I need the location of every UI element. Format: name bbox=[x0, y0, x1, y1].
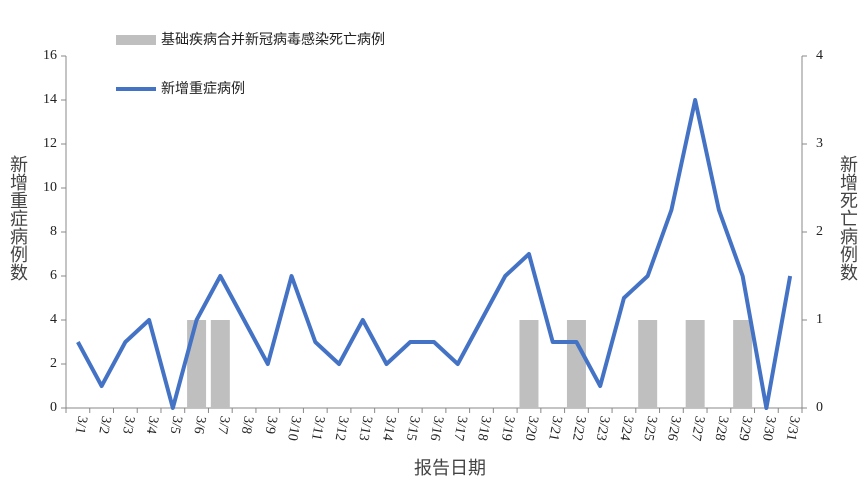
y-tick-label: 4 bbox=[50, 312, 57, 327]
x-tick-label: 3/24 bbox=[617, 415, 636, 442]
x-tick-label: 3/2 bbox=[95, 415, 113, 435]
bar bbox=[187, 320, 207, 408]
y-tick-label: 16 bbox=[43, 48, 57, 63]
x-tick-label: 3/13 bbox=[355, 415, 374, 442]
y-tick-label: 10 bbox=[43, 180, 57, 195]
x-tick-label: 3/23 bbox=[593, 415, 612, 442]
y2-axis-title: 新增死亡病例数 bbox=[838, 155, 858, 281]
x-tick-label: 3/11 bbox=[308, 415, 327, 442]
x-tick-label: 3/3 bbox=[119, 415, 137, 435]
legend-swatch bbox=[116, 35, 156, 45]
y-tick-label: 14 bbox=[43, 92, 57, 107]
x-tick-label: 3/5 bbox=[167, 415, 185, 435]
bar bbox=[566, 320, 586, 408]
y-tick-label: 12 bbox=[43, 136, 57, 151]
x-tick-label: 3/26 bbox=[664, 415, 683, 442]
bar bbox=[519, 320, 539, 408]
y-tick-label: 2 bbox=[50, 356, 57, 371]
x-axis-title: 报告日期 bbox=[414, 458, 486, 478]
x-tick-label: 3/19 bbox=[498, 415, 517, 442]
x-tick-label: 3/31 bbox=[783, 415, 802, 442]
x-tick-label: 3/1 bbox=[72, 415, 90, 435]
x-tick-label: 3/12 bbox=[332, 415, 351, 442]
bar bbox=[210, 320, 230, 408]
x-tick-label: 3/21 bbox=[545, 415, 564, 442]
legend-label: 新增重症病例 bbox=[161, 81, 245, 97]
x-tick-label: 3/15 bbox=[403, 415, 422, 442]
y-tick-label: 6 bbox=[50, 268, 57, 283]
line bbox=[76, 98, 793, 410]
y-tick-label: 8 bbox=[50, 224, 57, 239]
y2-tick-label: 0 bbox=[816, 400, 823, 415]
y2-tick-label: 4 bbox=[816, 48, 823, 63]
y2-tick-label: 1 bbox=[816, 312, 823, 327]
x-tick-label: 3/25 bbox=[640, 415, 659, 442]
bar bbox=[733, 320, 753, 408]
y2-tick-label: 2 bbox=[816, 224, 823, 239]
y-axis-title: 新增重症病例数 bbox=[8, 155, 28, 281]
x-tick-label: 3/4 bbox=[143, 415, 161, 435]
x-tick-label: 3/30 bbox=[759, 415, 778, 442]
x-tick-label: 3/6 bbox=[190, 415, 208, 435]
bar bbox=[638, 320, 658, 408]
x-tick-label: 3/22 bbox=[569, 415, 588, 442]
legend-label: 基础疾病合并新冠病毒感染死亡病例 bbox=[161, 31, 385, 48]
x-tick-label: 3/14 bbox=[379, 415, 398, 442]
y2-tick-label: 3 bbox=[816, 136, 823, 151]
bar bbox=[685, 320, 705, 408]
x-tick-label: 3/17 bbox=[450, 415, 469, 442]
x-tick-label: 3/10 bbox=[284, 415, 303, 442]
x-tick-label: 3/29 bbox=[735, 415, 754, 442]
y-tick-label: 0 bbox=[50, 400, 57, 415]
x-tick-label: 3/20 bbox=[522, 415, 541, 442]
x-tick-label: 3/18 bbox=[474, 415, 493, 442]
x-tick-label: 3/9 bbox=[262, 415, 280, 435]
x-tick-label: 3/16 bbox=[427, 415, 446, 442]
x-tick-label: 3/27 bbox=[688, 415, 707, 442]
x-tick-label: 3/28 bbox=[711, 415, 730, 442]
x-tick-label: 3/7 bbox=[214, 415, 232, 435]
x-tick-label: 3/8 bbox=[238, 415, 256, 435]
